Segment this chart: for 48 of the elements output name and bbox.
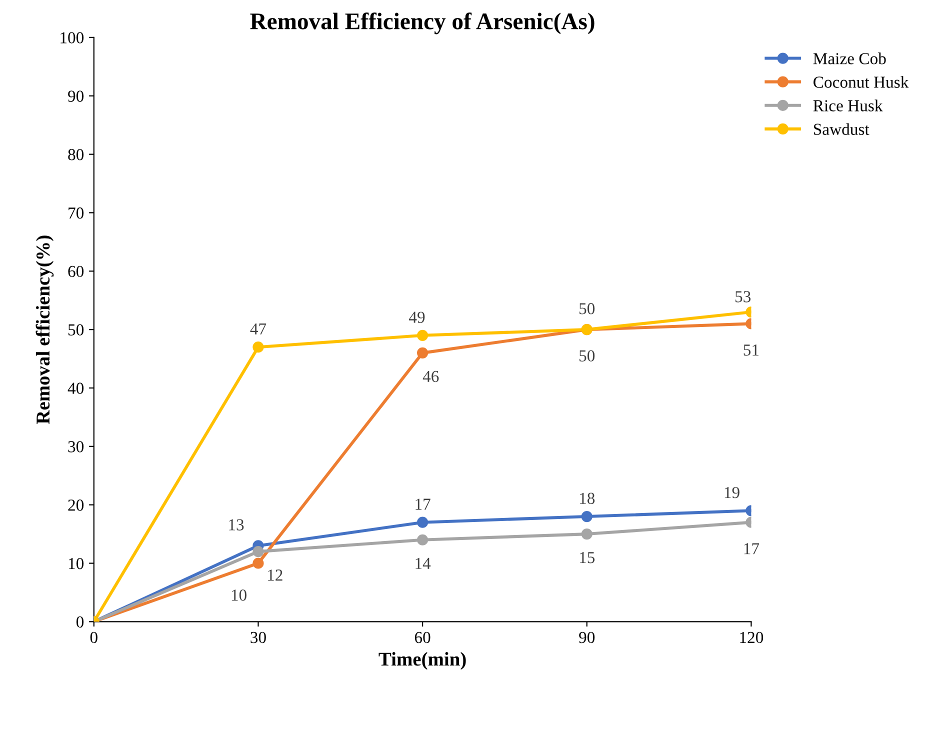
point	[416, 347, 428, 358]
y-tick-label: 40	[68, 382, 84, 394]
data-label: 12	[268, 570, 282, 581]
data-label: 17	[744, 543, 760, 554]
legend-label: Sawdust	[814, 123, 870, 135]
data-label: 17	[416, 498, 430, 510]
data-label: 46	[422, 370, 439, 382]
point	[416, 516, 428, 528]
y-tick-label: 100	[60, 32, 84, 44]
y-tick-label: 10	[68, 558, 84, 570]
point	[252, 342, 264, 353]
y-tick-label: 80	[68, 148, 84, 160]
y-tick-label: 0	[76, 616, 84, 628]
y-tick-label: 30	[68, 441, 84, 452]
y-tick-label: 50	[68, 324, 84, 336]
data-label: 18	[580, 492, 595, 504]
point	[252, 546, 264, 558]
data-label: 49	[408, 312, 425, 323]
y-tick-label: 20	[68, 500, 84, 511]
point	[581, 510, 592, 522]
data-label: 15	[580, 552, 595, 564]
x-tick-label: 0	[90, 632, 98, 644]
legend-label: Maize Cob	[813, 52, 886, 64]
data-label: 10	[232, 590, 246, 601]
data-label: 50	[580, 350, 595, 362]
y-axis-title: Removal efficiency(%)	[36, 236, 54, 424]
point	[416, 330, 428, 341]
point	[581, 528, 592, 540]
y-tick-label: 90	[68, 90, 84, 102]
x-tick-label: 60	[414, 632, 430, 644]
y-tick-label: 70	[68, 207, 84, 219]
point	[416, 534, 428, 546]
x-tick-label: 120	[740, 632, 764, 644]
data-label: 51	[744, 344, 759, 356]
chart-title: Removal Efficiency of Arsenic(As)	[250, 12, 594, 34]
x-tick-label: 90	[579, 632, 595, 644]
point	[252, 558, 264, 569]
data-label: 19	[724, 486, 740, 498]
data-label: 47	[250, 323, 266, 334]
legend-label: Coconut Husk	[814, 76, 909, 88]
y-tick-label: 60	[68, 266, 84, 278]
x-tick-label: 30	[250, 632, 266, 644]
data-label: 14	[416, 558, 431, 569]
data-label: 13	[229, 519, 244, 530]
x-axis-title: Time(min)	[378, 652, 466, 670]
legend-label: Rice Husk	[813, 100, 883, 112]
data-label: 53	[736, 291, 751, 302]
data-label: 50	[580, 303, 595, 314]
